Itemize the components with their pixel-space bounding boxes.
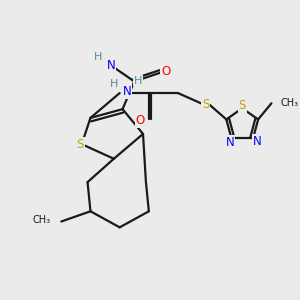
Text: N: N (226, 136, 234, 149)
Text: S: S (76, 138, 84, 151)
Text: S: S (238, 99, 246, 112)
Text: H: H (94, 52, 102, 61)
Text: O: O (136, 114, 145, 127)
Text: H: H (110, 79, 118, 89)
Text: CH₃: CH₃ (33, 215, 51, 225)
Text: S: S (202, 98, 209, 111)
Text: N: N (106, 59, 115, 72)
Text: H: H (134, 76, 142, 86)
Text: N: N (253, 135, 262, 148)
Text: CH₃: CH₃ (280, 98, 298, 108)
Text: N: N (123, 85, 131, 98)
Text: O: O (161, 65, 170, 78)
